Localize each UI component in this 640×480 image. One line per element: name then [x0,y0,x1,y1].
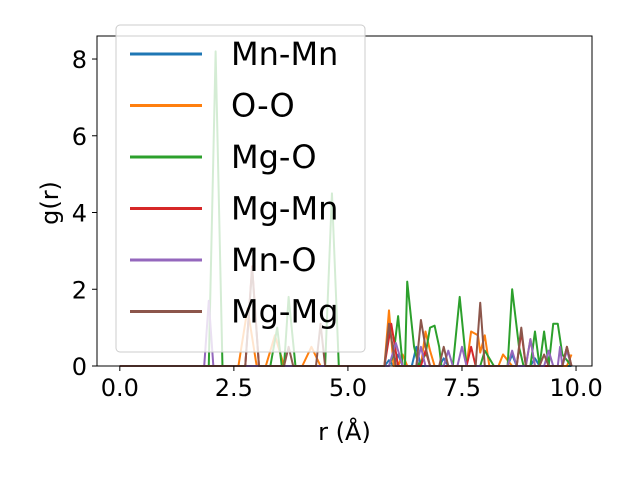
legend: Mn-Mn O-O Mg-O Mg-Mn Mn-O Mg-Mg [115,24,366,353]
legend-item-mg-mn: Mg-Mn [130,190,338,228]
y-tick-label: 2 [72,276,87,304]
legend-label: Mn-O [231,241,317,279]
legend-item-mg-mg: Mg-Mg [130,293,338,331]
legend-label: Mg-Mg [231,293,338,331]
legend-item-mn-mn: Mn-Mn [130,35,338,73]
y-tick-label: 6 [72,123,87,151]
y-axis-label: g(r) [36,181,64,225]
y-tick-label: 8 [72,46,87,74]
legend-item-mg-o: Mg-O [130,138,317,176]
x-tick-label: 10.0 [549,374,602,402]
legend-label: Mg-O [231,138,317,176]
legend-item-mn-o: Mn-O [130,241,317,279]
legend-label: Mn-Mn [231,35,338,73]
y-axis: 0 2 4 6 8 [72,46,97,381]
x-axis: 0.0 2.5 5.0 7.5 10.0 [101,366,603,402]
x-tick-label: 0.0 [101,374,139,402]
y-tick-label: 0 [72,353,87,381]
x-tick-label: 7.5 [443,374,481,402]
y-tick-label: 4 [72,200,87,228]
legend-label: O-O [231,87,295,125]
legend-label: Mg-Mn [231,190,338,228]
x-tick-label: 2.5 [215,374,253,402]
x-axis-label: r (Å) [318,417,371,446]
legend-item-o-o: O-O [130,87,295,125]
x-tick-label: 5.0 [329,374,367,402]
